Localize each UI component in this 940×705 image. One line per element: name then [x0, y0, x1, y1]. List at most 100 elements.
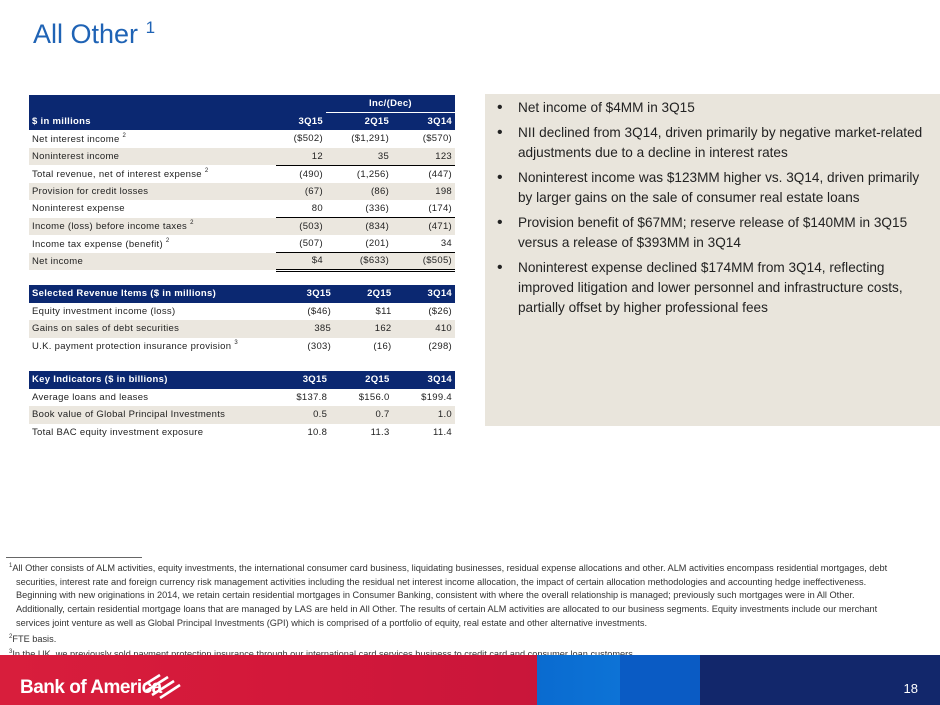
row-value: ($502) [293, 133, 323, 145]
row-value: 123 [392, 147, 455, 166]
row-label: Total BAC equity investment exposure [32, 426, 204, 438]
row-value: (490) [299, 168, 323, 180]
row-label: Noninterest expense [32, 203, 125, 215]
col-header: 2Q15 [330, 371, 393, 389]
bullet-item: Noninterest income was $123MM higher vs.… [497, 168, 928, 208]
table-row: Total revenue, net of interest expense 2 (… [29, 165, 455, 183]
key-indicators-table: Key Indicators ($ in billions) 3Q15 2Q15 3Q… [29, 371, 455, 441]
row-label: Income (loss) before income taxes 2 [29, 217, 277, 235]
bank-of-america-logo: Bank of America [20, 677, 162, 698]
row-label: Income tax expense (benefit) 2 [32, 237, 170, 250]
row-value: (303) [307, 340, 332, 352]
page-number: 18 [903, 681, 918, 696]
table-row: Total BAC equity investment exposure 10.8… [29, 424, 455, 442]
row-value: 34 [392, 235, 455, 253]
table-row: Income (loss) before income taxes 2 (503)(… [29, 217, 455, 235]
row-label: Noninterest income [29, 147, 277, 165]
footnote-divider [6, 557, 142, 558]
row-label: Equity investment income (loss) [32, 305, 176, 317]
table-row: U.K. payment protection insurance provis… [29, 338, 455, 356]
bullet-item: NII declined from 3Q14, driven primarily… [497, 123, 928, 163]
col-header: Selected Revenue Items ($ in millions) [29, 285, 287, 303]
col-header: 3Q15 [280, 371, 331, 389]
row-value: $11 [375, 305, 392, 317]
row-label: Total revenue, net of interest expense 2 [32, 167, 209, 180]
bullet-item: Provision benefit of $67MM; reserve rele… [497, 213, 928, 253]
col-header: 3Q15 [276, 112, 326, 130]
col-header: 2Q15 [325, 112, 393, 130]
footnote: 2FTE basis. [9, 633, 57, 644]
page-title: All Other 1 [33, 18, 156, 49]
row-value: (67) [276, 182, 326, 200]
row-value: 12 [276, 147, 326, 166]
table-row: Book value of Global Principal Investmen… [29, 406, 455, 424]
row-value: 11.3 [370, 426, 390, 438]
row-value: 10.8 [307, 426, 328, 438]
col-header: 3Q15 [286, 285, 335, 303]
row-label: Gains on sales of debt securities [29, 320, 287, 338]
footnotes: 1All Other consists of ALM activities, e… [6, 560, 896, 662]
table-row: Equity investment income (loss) ($46) $11 (… [29, 303, 455, 321]
row-value: (447) [428, 168, 452, 180]
row-value: 1.0 [392, 406, 455, 424]
row-value: ($26) [428, 305, 452, 317]
row-value: 198 [392, 182, 455, 200]
row-value: (471) [392, 217, 455, 235]
table-row: Net income $4 ($633) ($505) [29, 252, 455, 272]
row-value: (336) [325, 200, 393, 218]
table-row: Average loans and leases $137.8 $156.0 $199… [29, 389, 455, 407]
selected-revenue-table: Selected Revenue Items ($ in millions) 3Q… [29, 285, 455, 355]
bullet-item: Noninterest expense declined $174MM from… [497, 258, 928, 318]
row-value: $199.4 [421, 391, 452, 403]
col-header: 3Q14 [392, 112, 455, 130]
row-value: $156.0 [358, 391, 390, 403]
row-label: Provision for credit losses [29, 182, 277, 200]
row-value: $4 [276, 252, 326, 272]
table-row: Noninterest expense 80 (336) (174) [29, 200, 455, 218]
footer-band [0, 655, 940, 705]
row-label: Net income [29, 252, 277, 270]
row-value: 35 [325, 147, 393, 166]
row-value: 11.4 [433, 426, 452, 438]
row-value: ($633) [325, 252, 393, 272]
row-value: ($46) [307, 305, 332, 317]
flag-logo-icon [143, 673, 181, 699]
row-value: (503) [276, 217, 326, 235]
row-value: 410 [394, 320, 455, 338]
row-value: ($505) [392, 252, 455, 272]
row-value: (298) [428, 340, 452, 352]
col-header: Key Indicators ($ in billions) [29, 371, 281, 389]
row-value: (201) [325, 235, 393, 253]
row-label: U.K. payment protection insurance provis… [32, 340, 238, 353]
row-label: Net interest income 2 [32, 132, 127, 145]
row-value: 80 [276, 200, 326, 218]
row-value: ($570) [422, 133, 452, 145]
row-value: (174) [392, 200, 455, 218]
row-value: ($1,291) [351, 133, 390, 145]
row-value: 162 [334, 320, 395, 338]
row-value: $137.8 [296, 391, 328, 403]
col-header: 3Q14 [392, 371, 455, 389]
footnote: 3In the UK, we previously sold payment p… [9, 649, 635, 659]
table-row: Net interest income 2 ($502) ($1,291) ($570) [29, 130, 455, 148]
row-value: 385 [286, 320, 335, 338]
row-value: (834) [325, 217, 393, 235]
row-value: (16) [373, 340, 392, 352]
row-value: 0.5 [280, 406, 331, 424]
table-row: Income tax expense (benefit) 2 (507) (201) 3… [29, 235, 455, 253]
col-header: $ in millions [29, 112, 277, 130]
table-row: Gains on sales of debt securities 385 162 4… [29, 320, 455, 338]
inc-dec-header: Inc/(Dec) [325, 95, 455, 113]
table-row: Noninterest income 12 35 123 [29, 147, 455, 166]
highlights-panel: Net income of $4MM in 3Q15 NII declined f… [485, 94, 940, 426]
row-label: Book value of Global Principal Investmen… [29, 406, 281, 424]
row-value: (86) [325, 182, 393, 200]
table-row: Provision for credit losses (67) (86) 198 [29, 182, 455, 200]
row-value: (1,256) [356, 168, 390, 180]
row-value: 0.7 [330, 406, 393, 424]
col-header: 3Q14 [394, 285, 455, 303]
bullet-item: Net income of $4MM in 3Q15 [497, 98, 928, 118]
row-value: (507) [276, 235, 326, 253]
income-statement-table: Inc/(Dec) $ in millions 3Q15 2Q15 3Q14 Net … [29, 95, 455, 272]
col-header: 2Q15 [334, 285, 395, 303]
